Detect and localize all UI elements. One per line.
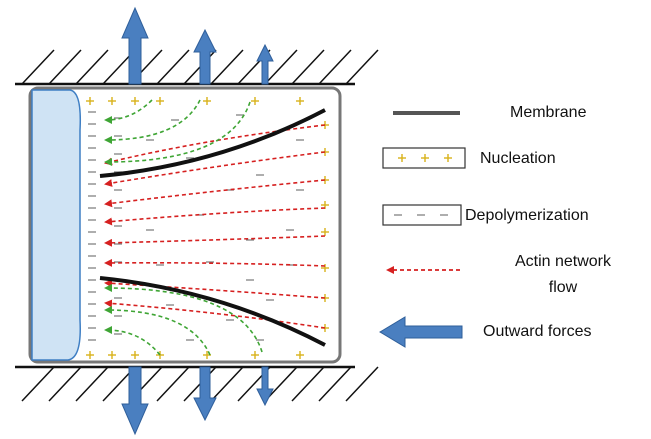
legend-nucleation: Nucleation — [480, 150, 556, 167]
force-arrow — [257, 367, 273, 405]
legend-outward-forces: Outward forces — [483, 323, 591, 340]
hatch — [292, 50, 324, 84]
hatch — [49, 367, 81, 401]
hatch — [49, 50, 81, 84]
hatch — [22, 367, 54, 401]
legend-membrane: Membrane — [510, 104, 587, 121]
hatch — [157, 50, 189, 84]
legend-force-symbol — [380, 317, 462, 347]
hatch — [319, 367, 351, 401]
hatch — [346, 50, 378, 84]
force-arrow — [194, 30, 216, 84]
hatch — [157, 367, 189, 401]
legend-actin-flow: flow — [549, 279, 578, 296]
hatch — [76, 367, 108, 401]
legend-depolymerization: Depolymerization — [465, 207, 589, 224]
diagram: Membrane Nucleation Depolymerization Act… — [0, 0, 651, 439]
leading-edge — [32, 90, 80, 360]
hatch — [346, 367, 378, 401]
force-arrow — [194, 367, 216, 420]
hatch — [76, 50, 108, 84]
hatch — [22, 50, 54, 84]
hatch — [211, 367, 243, 401]
legend-actin-flow: Actin network — [515, 253, 612, 270]
force-arrow — [122, 8, 148, 84]
hatch — [292, 367, 324, 401]
hatch — [211, 50, 243, 84]
hatch — [319, 50, 351, 84]
